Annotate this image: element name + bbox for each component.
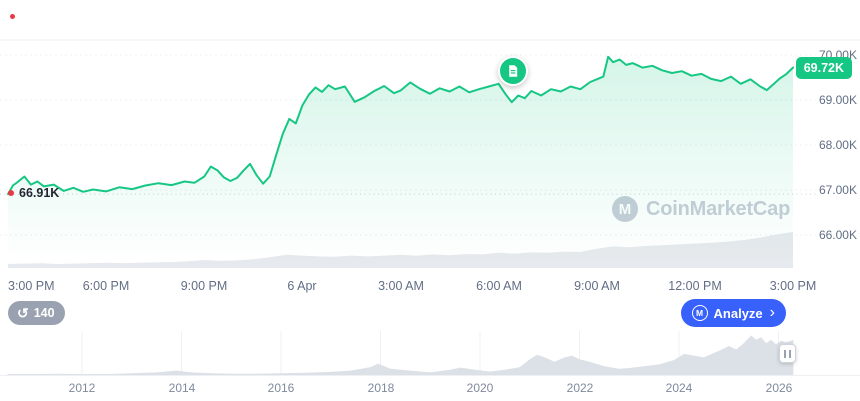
handle-bar <box>784 349 786 358</box>
y-axis-tick-label: 66.00K <box>819 228 857 242</box>
news-count-value: 140 <box>33 306 55 320</box>
open-price-label: 66.91K <box>8 186 59 200</box>
time-axis-tick-label: 3:00 PM <box>769 279 817 293</box>
news-document-icon <box>509 65 518 77</box>
news-count-chip[interactable]: ↺ 140 <box>8 301 65 325</box>
time-axis-tick-label: 6:00 PM <box>82 279 130 293</box>
analyze-button[interactable]: M Analyze › <box>680 299 786 327</box>
history-icon: ↺ <box>17 305 29 321</box>
time-axis: 3:00 PM 6:00 PM 9:00 PM 6 Apr 3:00 AM 6:00 AM… <box>0 279 860 295</box>
time-axis-tick-label: 3:00 AM <box>378 279 424 293</box>
y-axis-tick-label: 69.00K <box>819 93 857 107</box>
year-tick-label: 2020 <box>466 381 494 395</box>
time-axis-tick-label: 9:00 PM <box>180 279 228 293</box>
news-annotation-marker[interactable] <box>498 56 528 86</box>
current-price-badge: 69.72K <box>795 57 852 79</box>
year-tick-label: 2018 <box>367 381 395 395</box>
handle-bar <box>789 349 791 358</box>
chevron-right-icon: › <box>769 304 775 321</box>
coinmarketcap-logo-icon: M <box>691 305 708 321</box>
y-axis-tick-label: 67.00K <box>819 183 857 197</box>
year-axis: 2012 2014 2016 2018 2020 2022 2024 2026 <box>0 381 860 397</box>
time-axis-tick-label: 3:00 PM <box>8 279 55 293</box>
time-axis-tick-label: 6:00 AM <box>476 279 522 293</box>
brush-area[interactable] <box>7 335 794 375</box>
price-area <box>8 56 793 268</box>
year-tick-label: 2016 <box>267 381 295 395</box>
time-axis-tick-label: 9:00 AM <box>574 279 620 293</box>
year-tick-label: 2024 <box>665 381 693 395</box>
live-indicator-dot <box>10 14 15 19</box>
open-price-dot-icon <box>8 190 14 196</box>
time-axis-tick-label: 12:00 PM <box>668 279 722 293</box>
range-selector-handle[interactable] <box>779 344 796 363</box>
y-axis-tick-label: 68.00K <box>819 138 857 152</box>
year-tick-label: 2014 <box>168 381 196 395</box>
analyze-button-label: Analyze <box>713 305 763 321</box>
price-line <box>7 55 794 196</box>
year-tick-label: 2012 <box>68 381 96 395</box>
time-axis-tick-label: 6 Apr <box>287 279 317 293</box>
open-price-text: 66.91K <box>19 186 60 200</box>
year-tick-label: 2022 <box>566 381 594 395</box>
year-tick-label: 2026 <box>765 381 793 395</box>
